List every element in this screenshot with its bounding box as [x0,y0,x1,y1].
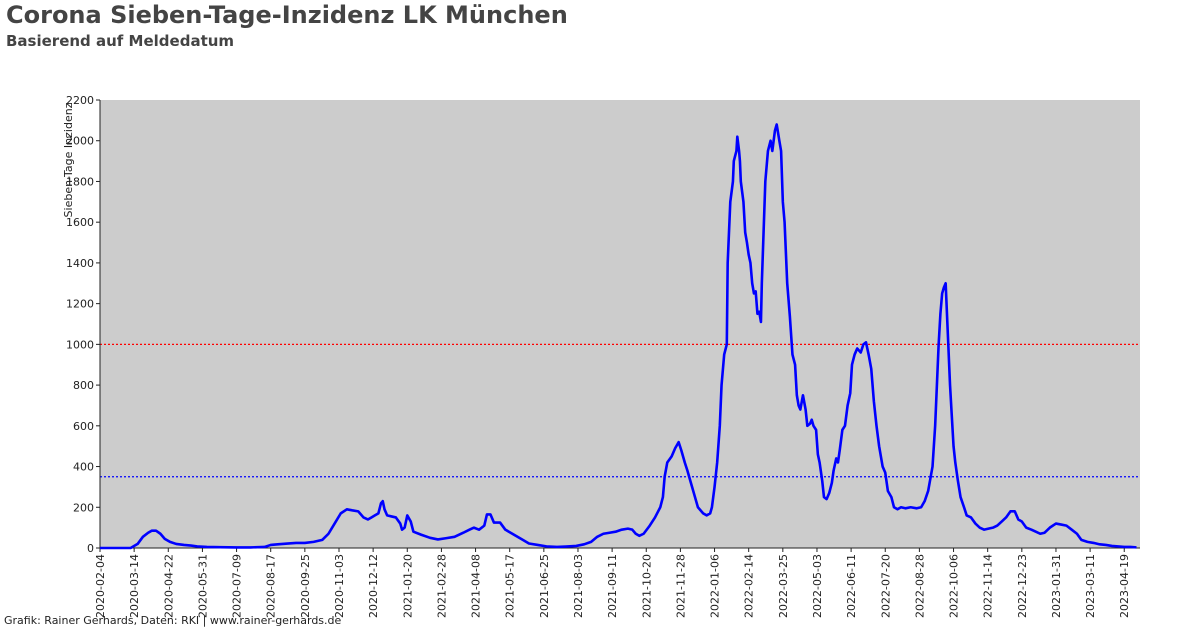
y-tick-label: 1400 [66,257,94,270]
y-tick-label: 1600 [66,216,94,229]
x-tick-label: 2021-06-25 [538,554,551,618]
x-tick-label: 2020-05-31 [196,554,209,618]
x-tick-label: 2020-12-12 [367,554,380,618]
x-tick-label: 2022-01-06 [709,554,722,618]
x-tick-label: 2022-02-14 [743,554,756,618]
x-tick-label: 2022-11-14 [982,554,995,618]
y-tick-label: 400 [73,461,94,474]
x-tick-label: 2020-07-09 [231,554,244,618]
y-tick-label: 1200 [66,298,94,311]
y-tick-label: 1800 [66,175,94,188]
x-tick-label: 2020-02-04 [94,554,107,618]
x-tick-label: 2021-10-20 [640,554,653,618]
x-tick-label: 2022-07-20 [879,554,892,618]
y-tick-label: 0 [87,542,94,555]
y-tick-label: 800 [73,379,94,392]
chart-subtitle: Basierend auf Meldedatum [6,32,235,50]
x-tick-label: 2020-04-22 [162,554,175,618]
x-tick-label: 2023-04-19 [1118,554,1131,618]
x-tick-label: 2021-05-17 [504,554,517,618]
y-tick-label: 1000 [66,338,94,351]
series-group [100,123,1137,550]
y-axis: 0 200 400 600 800 1000 1200 1400 1600 1800 2000 220… [66,94,101,555]
x-tick-label: 2022-08-28 [913,554,926,618]
x-tick-label: 2021-02-28 [435,554,448,618]
x-tick-label: 2022-12-23 [1016,554,1029,618]
footer-credit: Grafik: Rainer Gerhards, Daten: RKI | ww… [4,614,342,627]
plot-area [100,100,1140,548]
y-tick-label: 2200 [66,94,94,107]
y-tick-label: 600 [73,420,94,433]
series-line [100,123,1137,550]
chart-title: Corona Sieben-Tage-Inzidenz LK München [6,1,568,29]
x-tick-label: 2021-09-11 [606,554,619,618]
x-tick-label: 2021-11-28 [674,554,687,618]
x-tick-label: 2021-01-20 [401,554,414,618]
x-tick-label: 2020-08-17 [265,554,278,618]
y-tick-label: 200 [73,501,94,514]
x-tick-label: 2021-08-03 [572,554,585,618]
x-tick-label: 2020-11-03 [333,554,346,618]
x-tick-label: 2023-01-31 [1050,554,1063,618]
x-tick-label: 2020-09-25 [299,554,312,618]
x-tick-label: 2022-03-25 [777,554,790,618]
x-tick-label: 2022-05-03 [811,554,824,618]
x-axis: 2020-02-04 2020-03-14 2020-04-22 2020-05-31… [94,547,1140,618]
x-tick-label: 2023-03-11 [1084,554,1097,618]
y-tick-label: 2000 [66,135,94,148]
reference-lines [100,343,1140,478]
x-tick-label: 2022-06-11 [845,554,858,618]
x-tick-label: 2022-10-06 [948,554,961,618]
x-tick-label: 2020-03-14 [128,554,141,618]
x-tick-label: 2021-04-08 [470,554,483,618]
y-axis-label: Sieben-Tage Inzidenz [62,102,75,217]
